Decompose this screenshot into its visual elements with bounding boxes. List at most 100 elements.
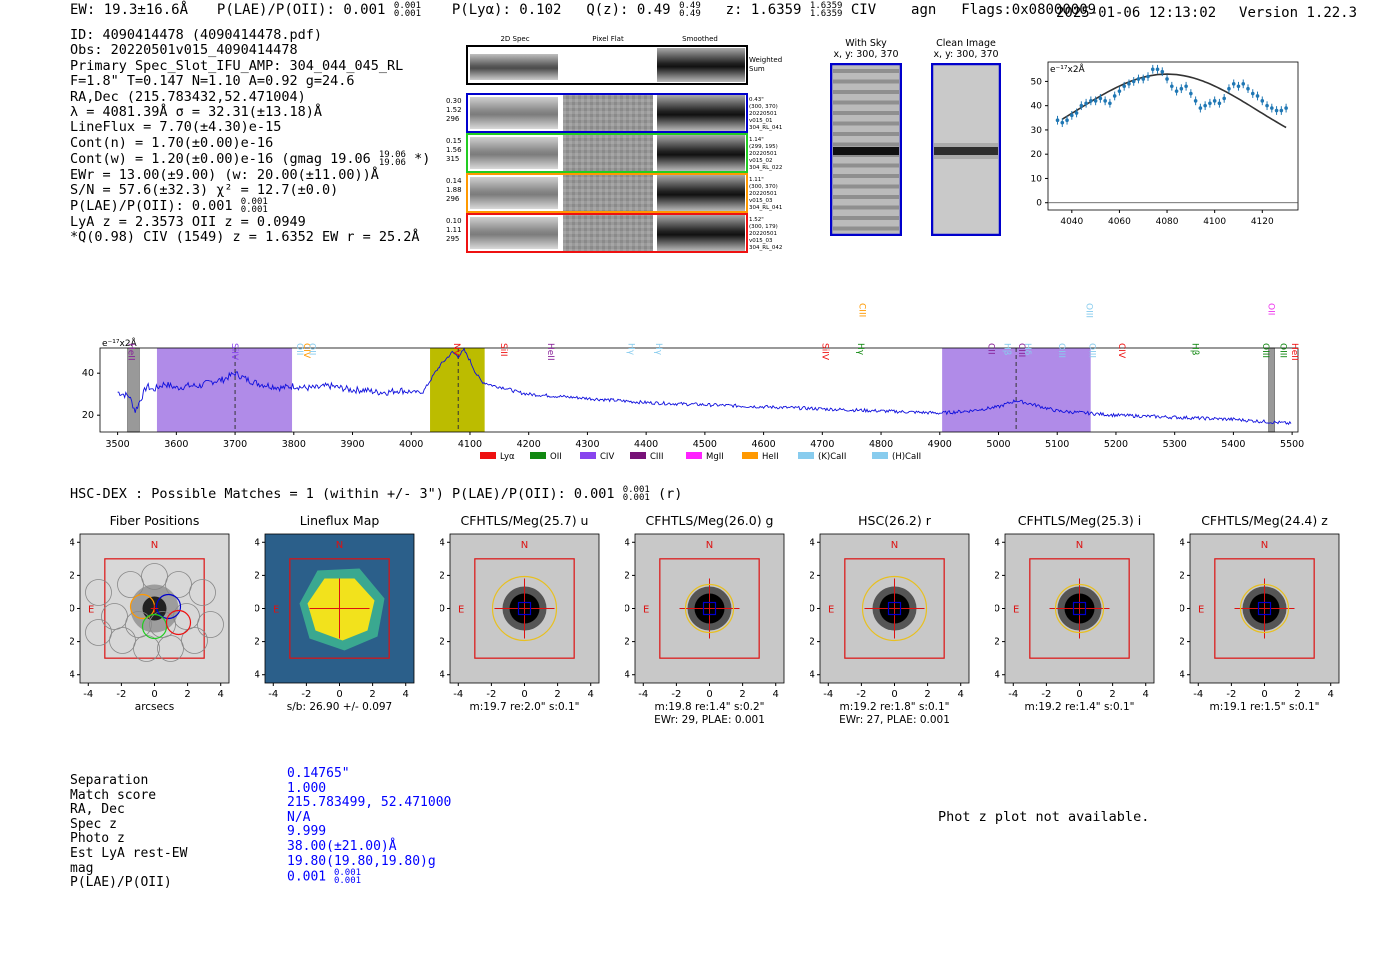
hsc-blue-box-4: [887, 601, 902, 616]
spec-xtick-6: 4100: [458, 439, 482, 450]
hsc-xtick-5-3: 2: [1109, 689, 1115, 700]
spec-line-label-8: Hγ: [626, 343, 636, 356]
zoom-frame: [1047, 61, 1299, 211]
spec-line-label-9: Hγ: [653, 343, 663, 356]
zoom-point-45: [1270, 106, 1274, 110]
hsc-ytick-2-0: -4: [440, 670, 445, 681]
spec-xtick-12: 4700: [810, 439, 834, 450]
cutout-stat-2-0: 0.14: [446, 177, 462, 185]
hsc-ytick-1-0: -4: [255, 670, 260, 681]
spec-line-label-11: Hγ: [855, 343, 865, 356]
spec-xtick-19: 5400: [1221, 439, 1245, 450]
info-lya-z: LyA z = 2.3573 OII z = 0.0949: [70, 213, 306, 230]
zoom-point-31: [1203, 103, 1207, 108]
hsc-panel-svg-4: HSC(26.2) r N E -4 -4 -2 -2 0 0 2 2 4 4 m:19.2 re:1.8…: [805, 513, 970, 726]
match-label-score: Match score: [70, 787, 157, 803]
hsc-east-3: E: [643, 605, 649, 616]
hsc-ytick-6-0: -4: [1180, 670, 1185, 681]
spec-frame: [99, 347, 1299, 433]
spec-region-1: [430, 348, 485, 432]
hsc-xtick-1-3: 2: [369, 689, 375, 700]
cutout-meta-0-3: v015_01: [749, 118, 773, 124]
hsc-title-6: CFHTLS/Meg(24.4) z: [1201, 513, 1328, 528]
hsc-title-4: HSC(26.2) r: [858, 513, 932, 528]
cutouts-panel: 2D Spec Pixel Flat Smoothed Weighted Sum…: [446, 35, 782, 253]
match-values: 0.14765" 1.000 215.783499, 52.471000 N/A…: [287, 766, 451, 885]
info-civ: *Q(0.98) CIV (1549) z = 1.6352 EW r = 25…: [70, 229, 420, 246]
match-label-ew: Est LyA rest-EW: [70, 845, 188, 861]
match-value-specz: N/A: [287, 809, 311, 825]
hsc-east-6: E: [1198, 605, 1204, 616]
col-smoothed: Smoothed: [682, 35, 718, 43]
zoom-point-22: [1160, 69, 1165, 74]
hsc-xtick-2-3: 2: [554, 689, 560, 700]
hsc-sub1-5: m:19.2 re:1.4" s:0.1": [1025, 701, 1135, 713]
header-z: z: 1.6359: [725, 2, 802, 18]
match-label-mag: mag: [70, 860, 94, 876]
fiber-blue: [155, 593, 182, 620]
hsc-xtick-4-2: 0: [891, 689, 897, 700]
hsc-panel-svg-1: Lineflux Map N E -4 -4 -2 -2 0 0 2 2 4 4 s/b: 26.90 +…: [250, 513, 415, 713]
match-value-ew: 38.00(±21.00)Å: [287, 838, 397, 854]
hsc-xtick-6-1: -2: [1226, 689, 1236, 700]
hsc-panel-svg-5: CFHTLS/Meg(25.3) i N E -4 -4 -2 -2 0 0 2 2 4 4 m:19.2…: [990, 513, 1155, 713]
zoom-point-11: [1108, 101, 1112, 106]
hsc-north-4: N: [891, 540, 898, 551]
hsc-panel-3: CFHTLS/Meg(26.0) g N E -4 -4 -2 -2 0 0 2 2 4 4 m:19.8…: [620, 512, 785, 731]
hsc-ellipse-2: [491, 575, 558, 642]
cutout-meta-0-1: (300, 370): [749, 104, 778, 110]
header-version: Version 1.22.3: [1239, 5, 1358, 21]
legend-label-4: MgII: [706, 452, 724, 462]
hsc-xtick-2-4: 4: [588, 689, 594, 700]
cutout-meta-0-2: 20220501: [749, 111, 777, 117]
spec-xtick-15: 5000: [986, 439, 1010, 450]
hsc-ytick-6-4: 4: [1180, 537, 1185, 548]
hsc-xtick-5-1: -2: [1041, 689, 1051, 700]
cutout-smooth-3: [657, 215, 745, 251]
zoom-point-3: [1070, 113, 1074, 118]
hsc-ytick-0-2: 0: [70, 604, 75, 615]
hsc-north-2: N: [521, 540, 528, 551]
hsc-ytick-2-2: 0: [440, 604, 445, 615]
hsc-xtick-2-0: -4: [453, 689, 463, 700]
weighted-smoothed: [657, 48, 745, 82]
hsc-xtick-2-1: -2: [486, 689, 496, 700]
spec-line-label-23: OII: [1266, 303, 1276, 315]
spec-line-label-24: OIII: [1277, 343, 1287, 358]
hsc-xtick-0-2: 0: [151, 689, 157, 700]
spec-xtick-13: 4800: [869, 439, 893, 450]
hsc-north-3: N: [706, 540, 713, 551]
hsc-title-0: Fiber Positions: [110, 513, 200, 528]
match-value-separation: 0.14765": [287, 766, 350, 781]
zoom-point-34: [1217, 101, 1222, 106]
zoom-ytick-4: 40: [1031, 102, 1043, 112]
zoom-ytick-3: 30: [1031, 126, 1043, 136]
zoom-unit: e⁻¹⁷x2Å: [1050, 63, 1086, 75]
hsc-ytick-0-0: -4: [70, 670, 75, 681]
spec-line-label-7: HeII: [545, 343, 555, 361]
zoom-point-6: [1084, 101, 1088, 106]
sky-band-5: [833, 121, 899, 126]
cutout-meta-1-3: v015_02: [749, 158, 773, 164]
header-bar: EW: 19.3±16.6Å P(LAE)/P(OII): 0.001 0.00…: [70, 2, 1096, 19]
zoom-plot: e⁻¹⁷x2Å 0 10 20 30 40 50 4040 4060 4080 4100 4120: [1031, 61, 1299, 227]
hsc-xtick-0-0: -4: [83, 689, 93, 700]
legend-label-2: CIV: [600, 452, 614, 462]
hsc-blue-box-6: [1257, 601, 1272, 616]
hsc-xtick-3-3: 2: [739, 689, 745, 700]
spec-mask-right: [1268, 347, 1275, 433]
hsc-ytick-4-1: -2: [810, 637, 815, 648]
hsc-xtick-1-1: -2: [301, 689, 311, 700]
spec-unit: e⁻¹⁷x2Å: [102, 337, 138, 349]
spec-xtick-14: 4900: [928, 439, 952, 450]
hsc-xtick-1-0: -4: [268, 689, 278, 700]
fiber-circle-13: [85, 619, 112, 646]
hsc-ytick-1-2: 0: [255, 604, 260, 615]
sky-band-10: [833, 174, 899, 178]
spec-line-label-21: Hβ: [1189, 343, 1199, 356]
hsc-sub1-6: m:19.1 re:1.5" s:0.1": [1210, 701, 1320, 713]
hsc-xtick-4-1: -2: [856, 689, 866, 700]
hsc-panel-1: Lineflux Map N E -4 -4 -2 -2 0 0 2 2 4 4 s/b: 26.90 +…: [250, 512, 415, 731]
hsc-box-1: [289, 558, 390, 659]
hsc-box-0: [104, 558, 205, 659]
